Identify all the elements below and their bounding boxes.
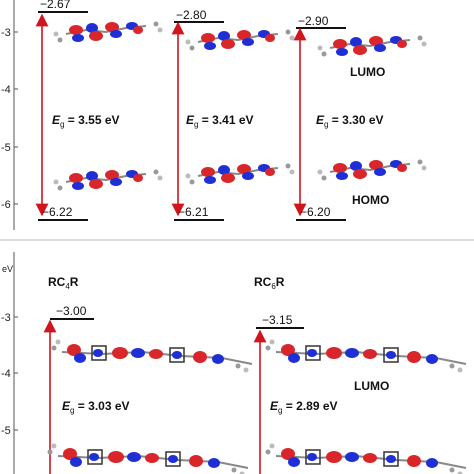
lumo-energy-label: −2.80 (176, 8, 207, 22)
top-y-tick-label: -6 (1, 199, 11, 211)
homo-energy-label: −6.22 (42, 205, 73, 219)
band-gap-label: Eg = 3.30 eV (316, 113, 384, 129)
bottom-column-2: RC6R −3.15 LUMO Eg = 2.89 eV (253, 275, 467, 474)
bottom-y-tick-label: -4 (1, 368, 11, 380)
lumo-orbital (50, 338, 253, 374)
band-gap-label: Eg = 3.03 eV (62, 399, 130, 415)
bottom-panel: eV -3 -4 -5 RC4R −3.00 Eg = 3.03 eV (1, 252, 467, 474)
top-y-tick-label: -5 (1, 142, 11, 154)
lumo-tag: LUMO (350, 65, 385, 79)
top-column-2: −2.80 Eg = 3.41 eV −6.21 (171, 8, 296, 221)
top-column-3: −2.90 LUMO Eg = 3.30 eV HOMO −6.20 (293, 14, 428, 221)
top-y-ticks: -3 -4 -5 -6 (1, 27, 18, 211)
lumo-energy-label: −2.90 (298, 14, 329, 28)
top-column-1: −2.67 Eg = 3.55 eV −6.22 (35, 0, 164, 221)
homo-orbital (46, 442, 249, 474)
homo-energy-label: −6.20 (300, 205, 331, 219)
homo-tag: HOMO (352, 193, 389, 207)
lumo-orbital (316, 34, 428, 58)
molecule-name: RC6R (254, 275, 285, 291)
lumo-energy-label: −2.67 (40, 0, 71, 11)
homo-energy-label: −6.21 (178, 205, 209, 219)
top-panel: -3 -4 -5 -6 −2.67 Eg = 3.55 eV −6.22 −2.… (1, 0, 428, 230)
homo-orbital (264, 442, 467, 474)
bottom-y-tick-label: -3 (1, 312, 11, 324)
lumo-orbital (52, 20, 164, 44)
lumo-tag: LUMO (354, 379, 389, 393)
bottom-y-ticks: -3 -4 -5 (1, 312, 18, 437)
homo-orbital (52, 168, 164, 192)
lumo-energy-label: −3.15 (262, 313, 293, 327)
bottom-column-1: RC4R −3.00 Eg = 3.03 eV (43, 275, 253, 474)
lumo-orbital (264, 338, 467, 374)
band-gap-label: Eg = 3.41 eV (186, 113, 254, 129)
top-y-tick-label: -3 (1, 27, 11, 39)
homo-orbital (184, 162, 296, 186)
lumo-orbital (184, 28, 296, 52)
top-y-tick-label: -4 (1, 84, 11, 96)
band-gap-label: Eg = 2.89 eV (270, 399, 338, 415)
molecule-name: RC4R (48, 275, 79, 291)
axis-unit-label: eV (2, 264, 13, 274)
bottom-y-tick-label: -5 (1, 425, 11, 437)
lumo-energy-label: −3.00 (56, 304, 87, 318)
band-gap-label: Eg = 3.55 eV (52, 113, 120, 129)
homo-orbital (316, 158, 428, 182)
